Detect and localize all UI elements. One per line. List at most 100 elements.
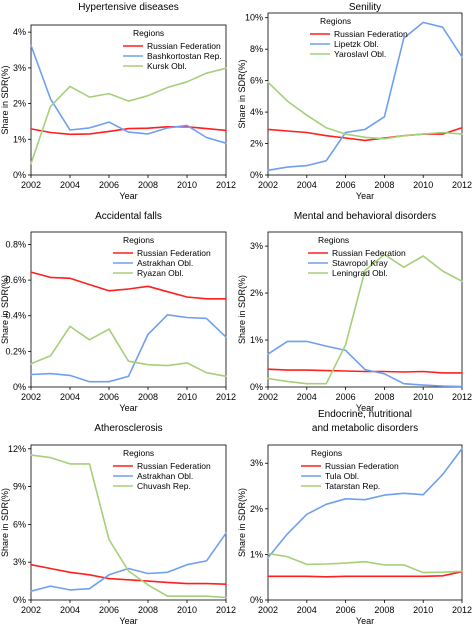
legend-label: Yaroslavl Obl. [334,49,386,59]
x-tick-label: 2012 [216,605,236,615]
x-tick-label: 2002 [21,605,41,615]
series-line-1 [30,271,227,300]
x-axis-label: Year [356,616,374,626]
y-tick-label: 9% [13,482,26,492]
x-tick-label: 2012 [452,605,472,615]
legend-label: Tula Obl. [325,471,359,481]
series-line-2 [30,44,227,144]
x-tick-label: 2004 [297,180,317,190]
series-line-1 [30,126,227,136]
y-axis-label: Share in SDR(%) [237,488,247,557]
x-tick-label: 2008 [374,392,394,402]
legend-label: Lipetzk Obl. [334,39,379,49]
x-axis-label: Year [119,403,137,413]
x-tick-label: 2006 [336,605,356,615]
series-line-2 [30,313,227,383]
y-tick-label: 0% [13,382,26,392]
x-tick-label: 2002 [21,180,41,190]
legend-label: Kursk Obl. [147,61,187,71]
series-line-3 [267,552,463,574]
x-tick-label: 2010 [177,605,197,615]
y-tick-label: 2% [250,288,263,298]
x-tick-label: 2008 [138,605,158,615]
chart-panel-2: Senility 0% 2% 4% 6% 8% 10% 2002 2004 2006 2008 201… [237,2,472,201]
series-line-3 [30,325,227,378]
legend-label: Russian Federation [332,248,406,258]
y-tick-label: 1% [250,335,263,345]
plot-frame [267,444,463,601]
x-tick-label: 2012 [216,180,236,190]
legend-title: Regions [123,235,154,245]
plot-frame [30,231,227,388]
y-axis-label: Share in SDR(%) [0,275,10,344]
y-tick-label: 0.6% [5,275,26,285]
x-tick-label: 2004 [297,392,317,402]
x-tick-label: 2008 [374,180,394,190]
x-tick-label: 2010 [413,392,433,402]
y-axis-label: Share in SDR(%) [237,59,247,128]
chart-title: Mental and behavioral disorders [294,211,436,222]
chart-title: Hypertensive diseases [78,2,179,13]
chart-panel-3: Accidental falls 0% 0.2% 0.4% 0.6% 0.8% 2002 20… [0,211,236,413]
y-tick-label: 12% [8,444,26,454]
x-tick-label: 2004 [60,180,80,190]
y-tick-label: 0% [250,382,263,392]
chart-title: and metabolic disorders [312,423,418,434]
series-line-3 [267,81,463,140]
series-line-2 [267,447,463,559]
x-tick-label: 2002 [258,605,278,615]
chart-title: Endocrine, nutritional [318,409,412,420]
legend-title: Regions [133,28,164,38]
x-tick-label: 2006 [99,392,119,402]
plot-frame [30,24,227,176]
legend-title: Regions [318,235,349,245]
x-tick-label: 2008 [374,605,394,615]
legend-label: Astrakhan Obl. [137,471,193,481]
y-tick-label: 3% [13,63,26,73]
y-tick-label: 0% [250,170,263,180]
legend-label: Chuvash Rep. [137,481,191,491]
chart-title: Accidental falls [95,211,162,222]
x-tick-label: 2012 [452,180,472,190]
chart-title: Atherosclerosis [94,423,162,434]
chart-panel-1: Hypertensive diseases 0% 1% 2% 3% 4% 2002 2004 2… [0,2,236,201]
x-tick-label: 2002 [258,180,278,190]
y-tick-label: 0.2% [5,346,26,356]
y-tick-label: 2% [13,99,26,109]
series-line-1 [30,563,227,586]
legend-label: Tatarstan Rep. [325,481,380,491]
x-tick-label: 2012 [216,392,236,402]
x-tick-label: 2010 [177,180,197,190]
x-tick-label: 2008 [138,180,158,190]
x-tick-label: 2010 [413,605,433,615]
series-line-1 [267,368,463,374]
x-tick-label: 2006 [336,392,356,402]
x-axis-label: Year [119,616,137,626]
y-tick-label: 6% [250,76,263,86]
y-tick-label: 2% [250,504,263,514]
x-axis-label: Year [119,191,137,201]
series-line-3 [30,454,227,599]
legend-title: Regions [311,448,342,458]
x-tick-label: 2004 [60,392,80,402]
y-tick-label: 4% [250,107,263,117]
x-tick-label: 2008 [138,392,158,402]
y-tick-label: 1% [250,549,263,559]
y-axis-label: Share in SDR(%) [0,488,10,557]
x-tick-label: 2006 [99,605,119,615]
legend-label: Russian Federation [137,461,211,471]
legend-title: Regions [320,16,351,26]
legend-label: Astrakhan Obl. [137,258,193,268]
plot-frame [267,231,463,388]
y-tick-label: 3% [13,557,26,567]
x-tick-label: 2006 [336,180,356,190]
y-tick-label: 8% [250,44,263,54]
series-line-2 [267,21,463,172]
plot-frame [267,12,463,176]
series-line-3 [30,67,227,165]
legend-label: Ryazan Obl. [137,268,184,278]
y-tick-label: 0% [13,595,26,605]
y-tick-label: 10% [245,13,263,23]
x-tick-label: 2004 [297,605,317,615]
